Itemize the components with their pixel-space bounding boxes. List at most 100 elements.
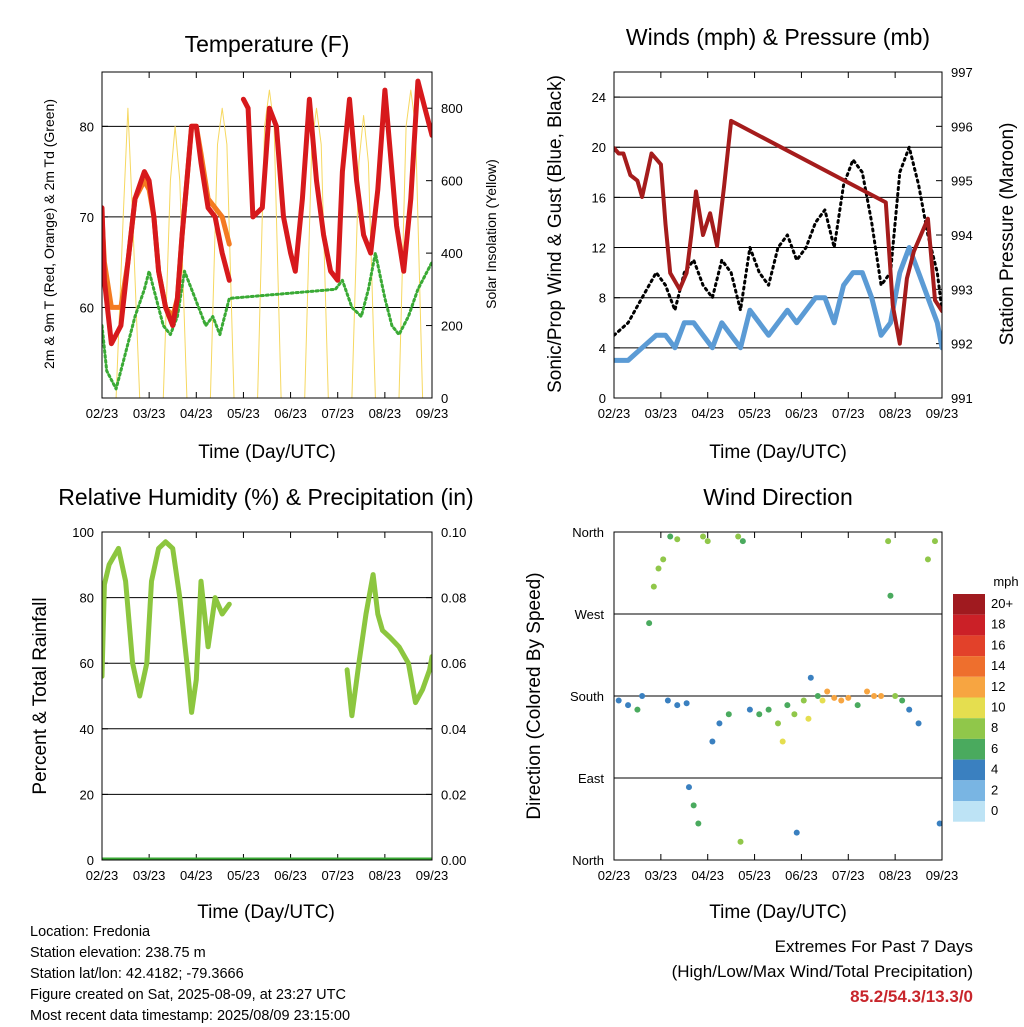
rh-series-line xyxy=(102,539,232,715)
direction-point xyxy=(892,693,899,699)
direction-point xyxy=(885,538,892,545)
x-tick-label: 04/23 xyxy=(691,406,724,421)
direction-point xyxy=(683,700,690,707)
station-latlon: Station lat/lon: 42.4182; -79.3666 xyxy=(30,966,244,982)
station-location: Location: Fredonia xyxy=(30,924,151,940)
direction-point xyxy=(695,820,702,827)
x-tick-label: 09/23 xyxy=(926,868,959,883)
temperature-title: Temperature (F) xyxy=(185,31,350,57)
colorbar-title: mph xyxy=(993,574,1018,589)
y-tick-label: 0 xyxy=(599,391,606,406)
y2-tick-label: 992 xyxy=(951,337,973,352)
colorbar-label: 12 xyxy=(991,679,1005,694)
colorbar-label: 2 xyxy=(991,782,998,797)
y2-tick-label: 600 xyxy=(441,174,463,189)
pressure-series-line xyxy=(614,118,942,346)
x-tick-label: 06/23 xyxy=(785,868,818,883)
temperature-xlabel: Time (Day/UTC) xyxy=(198,442,336,463)
direction-point xyxy=(793,829,800,836)
y-tick-label: 60 xyxy=(80,656,94,671)
humidity-series xyxy=(102,539,432,860)
x-tick-label: 09/23 xyxy=(926,406,959,421)
colorbar-swatch xyxy=(953,614,985,636)
x-tick-label: 03/23 xyxy=(133,868,166,883)
temperature-y2label: Solar Insolation (Yellow) xyxy=(483,159,499,309)
y-tick-label: West xyxy=(575,607,605,622)
winds-panel: Winds (mph) & Pressure (mb) 0 4 8 12 16 20 24 9… xyxy=(545,24,1018,463)
direction-point xyxy=(924,556,931,563)
y-tick-label: 40 xyxy=(80,722,94,737)
direction-point xyxy=(634,706,641,713)
direction-point xyxy=(784,702,791,709)
direction-point xyxy=(864,688,871,695)
x-tick-label: 08/23 xyxy=(879,406,912,421)
temperature-panel: Temperature (F) 607080020040060080002/23… xyxy=(41,31,499,463)
x-tick-label: 07/23 xyxy=(832,406,865,421)
extremes-values: 85.2/54.3/13.3/0 xyxy=(850,987,973,1006)
x-tick-label: 08/23 xyxy=(369,406,402,421)
humidity-frame xyxy=(101,531,433,861)
direction-point xyxy=(725,711,732,718)
x-tick-label: 03/23 xyxy=(645,868,678,883)
direction-point xyxy=(831,694,838,701)
y2-tick-label: 400 xyxy=(441,246,463,261)
y-tick-label: East xyxy=(578,771,604,786)
colorbar-swatch xyxy=(953,718,985,739)
station-info: Location: Fredonia Station elevation: 23… xyxy=(30,922,350,1027)
direction-point xyxy=(646,620,653,627)
direction-ylabel: Direction (Colored By Speed) xyxy=(524,572,545,819)
colorbar-label: 20+ xyxy=(991,596,1013,611)
direction-point xyxy=(615,697,622,704)
extremes-subtitle: (High/Low/Max Wind/Total Precipitation) xyxy=(671,962,973,981)
direction-xlabel: Time (Day/UTC) xyxy=(709,902,847,923)
direction-point xyxy=(704,538,711,545)
y-tick-label: 80 xyxy=(80,119,94,134)
colorbar-label: 14 xyxy=(991,658,1005,673)
x-tick-label: 04/23 xyxy=(691,868,724,883)
y2-tick-label: 800 xyxy=(441,101,463,116)
colorbar-swatch xyxy=(953,780,985,801)
x-tick-label: 09/23 xyxy=(416,406,449,421)
direction-point xyxy=(915,720,922,727)
y2-tick-label: 996 xyxy=(951,119,973,134)
winds-y2label: Station Pressure (Maroon) xyxy=(997,123,1018,346)
direction-point xyxy=(936,820,942,827)
x-tick-label: 03/23 xyxy=(133,406,166,421)
colorbar-label: 10 xyxy=(991,700,1005,715)
latest-timestamp: Most recent data timestamp: 2025/08/09 2… xyxy=(30,1008,351,1024)
y-tick-label: 20 xyxy=(592,140,606,155)
direction-point xyxy=(700,533,707,540)
x-tick-label: 05/23 xyxy=(227,868,260,883)
colorbar-swatch xyxy=(953,738,985,760)
x-tick-label: 02/23 xyxy=(86,406,119,421)
y-tick-label: 4 xyxy=(599,341,606,356)
direction-panel: Wind Direction NorthEastSouthWestNorth02… xyxy=(524,484,1019,923)
y2-tick-label: 993 xyxy=(951,282,973,297)
direction-point xyxy=(906,706,913,713)
direction-point xyxy=(746,706,753,713)
extremes-title: Extremes For Past 7 Days xyxy=(774,937,973,956)
direction-point xyxy=(639,693,646,699)
extremes-box: Extremes For Past 7 Days (High/Low/Max W… xyxy=(672,934,973,1009)
direction-point xyxy=(685,784,692,791)
direction-point xyxy=(845,694,852,701)
direction-point xyxy=(871,693,878,699)
direction-point xyxy=(800,697,807,704)
direction-point xyxy=(660,556,667,563)
humidity-xlabel: Time (Day/UTC) xyxy=(197,902,335,923)
x-tick-label: 03/23 xyxy=(645,406,678,421)
humidity-ylabel: Percent & Total Rainfall xyxy=(30,597,51,794)
x-tick-label: 08/23 xyxy=(879,868,912,883)
direction-point xyxy=(709,738,716,745)
y2-tick-label: 0.10 xyxy=(441,525,466,540)
colorbar-swatch xyxy=(953,697,985,719)
direction-point xyxy=(899,697,906,704)
temperature-ylabel: 2m & 9m T (Red, Orange) & 2m Td (Green) xyxy=(41,99,57,369)
direction-point xyxy=(674,536,681,543)
x-tick-label: 09/23 xyxy=(416,868,449,883)
direction-point xyxy=(878,693,885,699)
figure-created: Figure created on Sat, 2025-08-09, at 23… xyxy=(30,987,346,1003)
x-tick-label: 06/23 xyxy=(785,406,818,421)
y2-tick-label: 994 xyxy=(951,228,973,243)
